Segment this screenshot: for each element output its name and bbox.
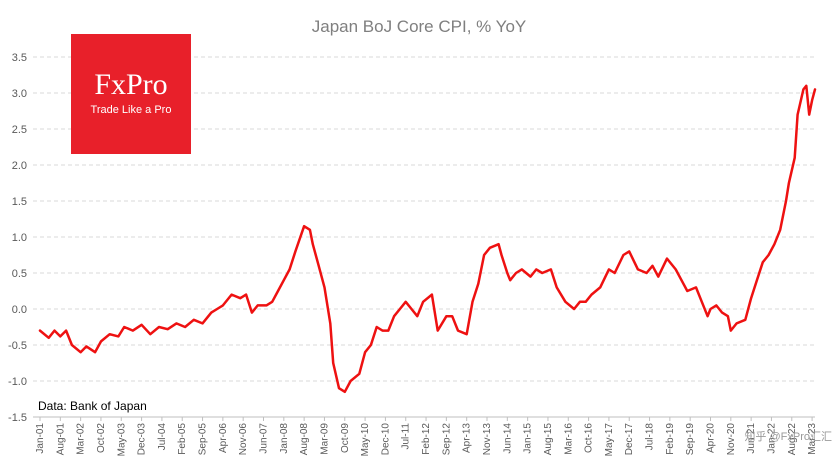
x-tick-label: Jul-04	[157, 423, 168, 451]
chart-title: Japan BoJ Core CPI, % YoY	[312, 17, 527, 36]
x-tick-label: Jan-22	[766, 423, 777, 454]
y-tick-label: 1.0	[12, 232, 27, 244]
x-tick-label: Oct-09	[340, 423, 351, 453]
logo-background	[71, 34, 191, 154]
x-tick-label: Feb-12	[421, 423, 432, 455]
y-tick-label: 2.0	[12, 160, 27, 172]
x-tick-label: Sep-12	[441, 423, 452, 456]
y-tick-label: 2.5	[12, 124, 27, 136]
x-tick-label: Aug-22	[787, 423, 798, 456]
x-tick-label: Dec-17	[624, 423, 635, 456]
x-tick-label: Mar-16	[563, 423, 574, 455]
x-tick-label: Mar-09	[319, 423, 330, 455]
x-tick-label: Aug-15	[543, 423, 554, 456]
x-tick-label: Aug-08	[299, 423, 310, 456]
watermark: 知乎 @FxPro汇汇	[744, 429, 832, 443]
x-tick-label: Nov-13	[482, 423, 493, 456]
x-tick-label: May-10	[360, 423, 371, 457]
x-tick-label: Dec-03	[137, 423, 148, 456]
x-tick-label: Feb-05	[177, 423, 188, 455]
y-tick-label: -0.5	[8, 340, 27, 352]
x-tick-label: Jan-01	[35, 423, 46, 454]
x-tick-label: Dec-10	[380, 423, 391, 456]
logo-brand: FxPro	[94, 68, 167, 101]
x-tick-label: Jan-08	[279, 423, 290, 454]
x-tick-label: Jun-14	[502, 423, 513, 454]
logo-tagline: Trade Like a Pro	[91, 104, 172, 116]
x-tick-label: Mar-23	[807, 423, 818, 455]
x-tick-label: Jun-07	[259, 423, 270, 454]
x-tick-label: Nov-06	[238, 423, 249, 456]
x-tick-label: Oct-02	[96, 423, 107, 453]
series-line	[38, 84, 817, 394]
x-tick-label: Jun-21	[746, 423, 757, 454]
x-tick-label: Jan-15	[523, 423, 534, 454]
y-tick-label: 0.5	[12, 268, 27, 280]
gridlines	[33, 56, 815, 418]
source-note: Data: Bank of Japan	[38, 399, 147, 413]
y-tick-label: 3.5	[12, 52, 27, 64]
x-tick-label: Mar-02	[76, 423, 87, 455]
x-tick-label: May-03	[116, 423, 127, 457]
y-axis-ticks: -1.5 -1.0 -0.5 0.0 0.5 1.0 1.5 2.0 2.5 3.0 3.5	[8, 52, 27, 424]
fxpro-logo: FxPro Trade Like a Pro	[71, 34, 191, 154]
series-layer	[38, 84, 817, 394]
x-tick-label: Apr-13	[462, 423, 473, 453]
x-tick-label: Jul-18	[645, 423, 656, 451]
x-tick-label: Oct-16	[584, 423, 595, 453]
y-tick-label: -1.5	[8, 412, 27, 424]
x-tick-label: Sep-19	[685, 423, 696, 456]
y-tick-label: 1.5	[12, 196, 27, 208]
x-tick-label: Nov-20	[726, 423, 737, 456]
y-tick-label: -1.0	[8, 376, 27, 388]
x-tick-label: Aug-01	[55, 423, 66, 456]
x-tick-label: May-17	[604, 423, 615, 457]
y-tick-label: 3.0	[12, 88, 27, 100]
x-tick-label: Feb-19	[665, 423, 676, 455]
x-tick-label: Sep-05	[198, 423, 209, 456]
x-tick-label: Jul-11	[401, 423, 412, 450]
x-axis-ticks: Jan-01 Aug-01 Mar-02 Oct-02 May-03 Dec-03 Jul-…	[35, 417, 818, 456]
x-tick-label: Apr-20	[706, 423, 717, 453]
x-tick-label: Apr-06	[218, 423, 229, 453]
y-tick-label: 0.0	[12, 304, 27, 316]
